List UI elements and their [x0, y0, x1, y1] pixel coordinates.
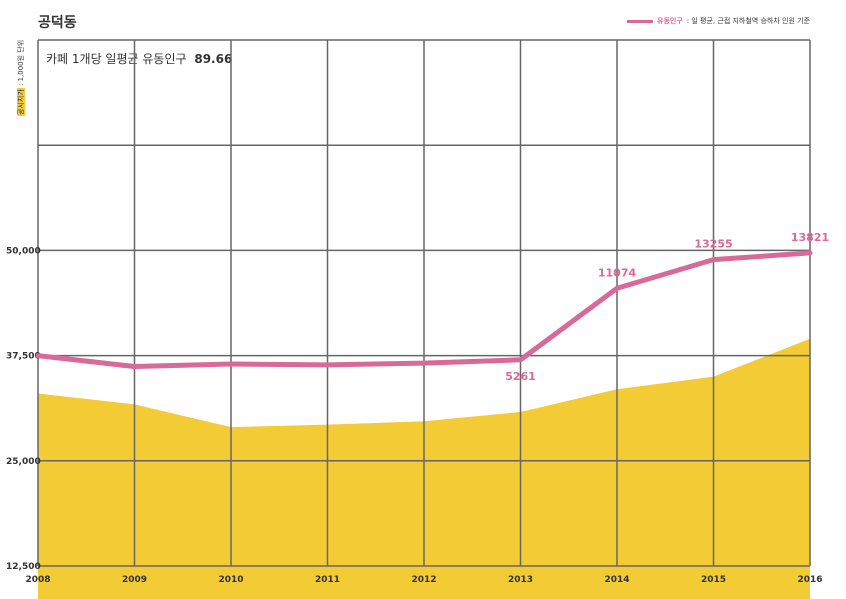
- x-tick-label: 2008: [25, 575, 50, 585]
- x-tick-label: 2009: [122, 575, 147, 585]
- line-point: [36, 353, 40, 358]
- legend-note: : 일 평균, 근접 지하철역 승하차 인원 기준: [686, 17, 810, 25]
- legend-line-swatch: [627, 19, 654, 23]
- data-label: 11074: [598, 266, 637, 279]
- x-tick-label: 2013: [508, 575, 533, 585]
- line-point: [518, 357, 523, 362]
- subtitle-label: 카페 1개당 일평균 유동인구: [46, 52, 187, 66]
- line-point: [325, 362, 330, 367]
- data-label: 13255: [694, 238, 732, 251]
- y-tick-label: 25,000: [6, 457, 41, 467]
- chart-subtitle: 카페 1개당 일평균 유동인구 89.66: [46, 50, 232, 67]
- y-tick-label: 50,000: [6, 246, 41, 256]
- x-tick-label: 2010: [218, 575, 243, 585]
- line-point: [615, 286, 619, 291]
- legend: 유동인구 : 일 평균, 근접 지하철역 승하차 인원 기준: [627, 16, 810, 26]
- line-point: [711, 257, 716, 262]
- chart-title: 공덕동: [38, 15, 77, 31]
- y-tick-label: 12,500: [6, 562, 41, 572]
- line-point: [132, 364, 137, 369]
- x-tick-label: 2011: [315, 575, 340, 585]
- line-point: [229, 362, 233, 367]
- y-tick-label: 37,500: [6, 352, 41, 362]
- data-label: 5261: [505, 370, 536, 383]
- line-point: [422, 361, 426, 366]
- subtitle-value: 89.66: [194, 52, 233, 66]
- x-tick-label: 2014: [604, 575, 629, 585]
- data-label: 13821: [791, 231, 829, 244]
- x-tick-label: 2015: [701, 575, 726, 585]
- line-point: [808, 250, 812, 255]
- x-tick-label: 2012: [411, 575, 436, 585]
- legend-series-name: 유동인구: [657, 17, 683, 25]
- x-tick-label: 2016: [797, 575, 822, 585]
